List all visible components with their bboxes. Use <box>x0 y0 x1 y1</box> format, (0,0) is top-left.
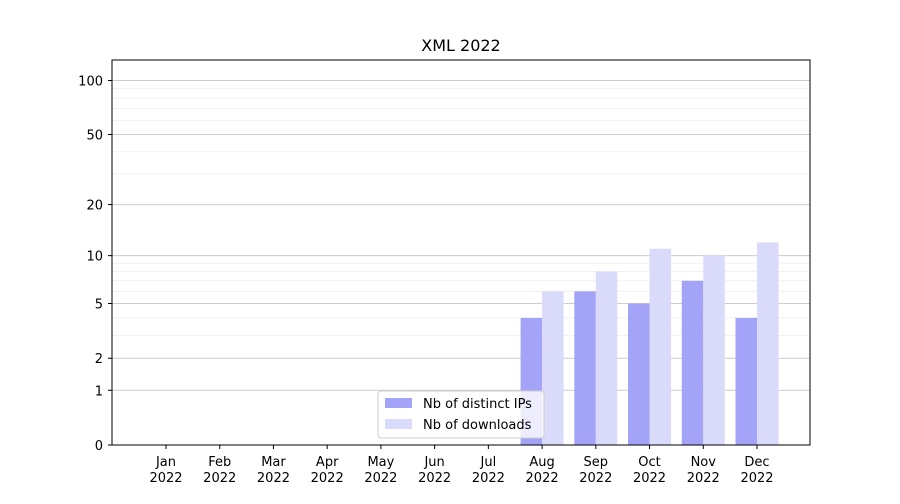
bar-nb-of-downloads <box>649 248 672 445</box>
x-tick-label: Mar 2022 <box>257 455 290 486</box>
plot-frame <box>111 59 811 446</box>
x-tick-label: Sep 2022 <box>579 455 612 486</box>
y-tick-label: 0 <box>95 439 103 454</box>
x-tick-label: Jun 2022 <box>418 455 451 486</box>
bar-nb-of-distinct-ips <box>735 317 757 445</box>
chart-title: XML 2022 <box>421 36 500 55</box>
x-tick-label: Nov 2022 <box>687 455 720 486</box>
legend-box <box>377 390 545 439</box>
x-tick-label: Feb 2022 <box>203 455 236 486</box>
bar-nb-of-downloads <box>595 271 618 445</box>
x-tick-label: Jan 2022 <box>149 455 182 486</box>
bar-nb-of-distinct-ips <box>681 280 704 445</box>
legend-swatch <box>385 419 412 429</box>
x-tick-label: Apr 2022 <box>311 455 344 486</box>
legend-label: Nb of downloads <box>423 418 532 433</box>
bar-nb-of-distinct-ips <box>574 291 596 445</box>
y-tick-label: 10 <box>86 250 103 265</box>
legend-swatch <box>385 398 412 408</box>
y-tick-label: 1 <box>95 384 103 399</box>
y-axis: 0 1 2 5 10 20 50 100 <box>78 75 112 454</box>
bars-layer <box>520 242 779 445</box>
y-tick-label: 2 <box>95 352 103 367</box>
x-tick-label: May 2022 <box>364 455 397 486</box>
grid-layer <box>112 80 810 391</box>
bar-nb-of-distinct-ips <box>628 303 650 445</box>
y-tick-label: 20 <box>86 199 103 214</box>
y-tick-label: 50 <box>86 128 103 143</box>
legend: Nb of distinct IPs Nb of downloads <box>377 390 545 439</box>
legend-label: Nb of distinct IPs <box>423 397 532 412</box>
y-tick-label: 100 <box>78 75 103 90</box>
x-tick-label: Jul 2022 <box>472 455 505 486</box>
bar-nb-of-downloads <box>542 291 564 445</box>
x-tick-label: Oct 2022 <box>633 455 666 486</box>
y-tick-label: 5 <box>95 298 103 313</box>
x-tick-label: Dec 2022 <box>740 455 773 486</box>
bar-nb-of-downloads <box>757 242 779 445</box>
x-axis: Jan 2022 Feb 2022 Mar 2022 Apr 2022 May 2022 Jun 20… <box>149 445 774 486</box>
bar-nb-of-downloads <box>703 255 725 445</box>
x-tick-label: Aug 2022 <box>526 455 559 486</box>
